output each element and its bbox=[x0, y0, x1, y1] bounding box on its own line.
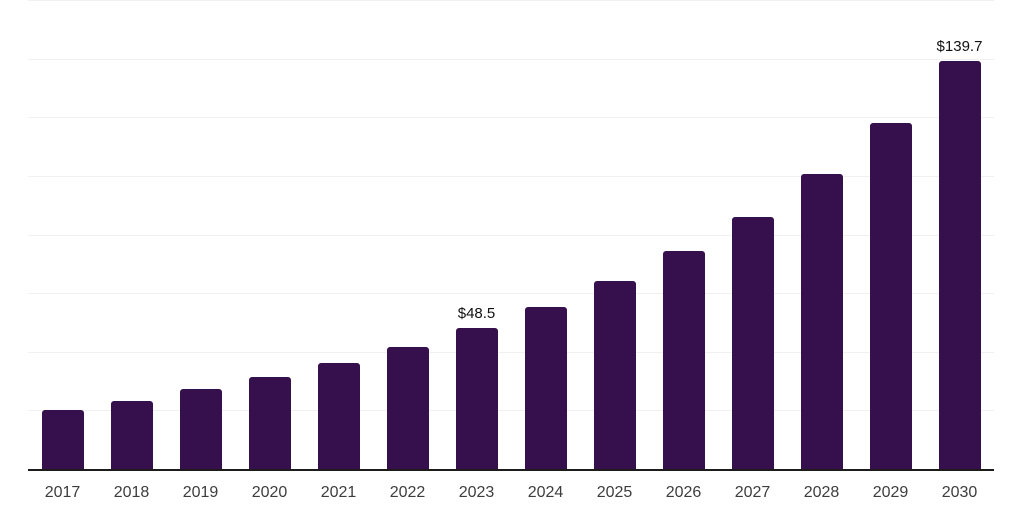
x-tick-label-2027: 2027 bbox=[734, 484, 771, 501]
bar-2026 bbox=[662, 251, 705, 470]
x-tick-label-2030: 2030 bbox=[941, 484, 978, 501]
x-tick-label-2026: 2026 bbox=[665, 484, 702, 501]
bar-2021 bbox=[317, 362, 360, 470]
gridline bbox=[28, 117, 994, 119]
plot-area: $48.5 $139.7 bbox=[28, 0, 994, 471]
bar-slot-2022 bbox=[373, 1, 442, 470]
bar-2019 bbox=[179, 389, 222, 470]
bar-2020 bbox=[248, 377, 291, 470]
bar-2027 bbox=[731, 216, 774, 470]
x-tick-label-2025: 2025 bbox=[596, 484, 633, 501]
bar-2023 bbox=[455, 327, 498, 470]
x-tick-label-2024: 2024 bbox=[527, 484, 564, 501]
bar-2018 bbox=[110, 400, 153, 470]
bar-slot-2026 bbox=[649, 1, 718, 470]
gridline bbox=[28, 410, 994, 412]
gridline bbox=[28, 293, 994, 295]
bar-slot-2018 bbox=[97, 1, 166, 470]
bar-2029 bbox=[869, 123, 912, 470]
bar-slot-2024 bbox=[511, 1, 580, 470]
x-tick-label-2020: 2020 bbox=[251, 484, 288, 501]
bar-2017 bbox=[41, 409, 84, 470]
bar-slot-2017 bbox=[28, 1, 97, 470]
gridline bbox=[28, 58, 994, 60]
bar-2025 bbox=[593, 281, 636, 470]
bar-2022 bbox=[386, 346, 429, 470]
gridline bbox=[28, 0, 994, 1]
gridline bbox=[28, 234, 994, 236]
bar-slot-2027 bbox=[718, 1, 787, 470]
bar-slot-2028 bbox=[787, 1, 856, 470]
x-axis-labels: 2017 2018 2019 2020 2021 2022 2023 2024 2025 2026… bbox=[28, 483, 994, 502]
bar-2030 bbox=[938, 60, 981, 470]
bar-slot-2019 bbox=[166, 1, 235, 470]
bar-slot-2021 bbox=[304, 1, 373, 470]
bar-slot-2030: $139.7 bbox=[925, 1, 994, 470]
bar-value-label-2023: $48.5 bbox=[457, 304, 496, 322]
gridline bbox=[28, 351, 994, 353]
gridline bbox=[28, 175, 994, 177]
x-tick-label-2028: 2028 bbox=[803, 484, 840, 501]
x-tick-label-2019: 2019 bbox=[182, 484, 219, 501]
x-tick-label-2017: 2017 bbox=[44, 484, 81, 501]
gridlines bbox=[28, 0, 994, 470]
x-tick-label-2029: 2029 bbox=[872, 484, 909, 501]
x-tick-label-2022: 2022 bbox=[389, 484, 426, 501]
bar-slot-2025 bbox=[580, 1, 649, 470]
x-tick-label-2018: 2018 bbox=[113, 484, 150, 501]
x-tick-label-2021: 2021 bbox=[320, 484, 357, 501]
x-tick-label-2023: 2023 bbox=[458, 484, 495, 501]
bars-layer: $48.5 $139.7 bbox=[28, 1, 994, 470]
bar-slot-2020 bbox=[235, 1, 304, 470]
bar-value-label-2030: $139.7 bbox=[936, 37, 983, 55]
x-axis-line bbox=[28, 469, 994, 471]
bar-2024 bbox=[524, 306, 567, 470]
bar-slot-2023: $48.5 bbox=[442, 1, 511, 470]
bar-2028 bbox=[800, 174, 843, 470]
bar-slot-2029 bbox=[856, 1, 925, 470]
